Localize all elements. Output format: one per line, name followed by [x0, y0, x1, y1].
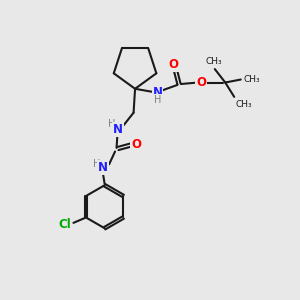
Text: O: O [196, 76, 206, 89]
Text: N: N [113, 123, 123, 136]
Text: CH₃: CH₃ [244, 75, 260, 84]
Text: H: H [93, 159, 100, 169]
Text: CH₃: CH₃ [206, 57, 222, 66]
Text: N: N [152, 86, 163, 99]
Text: H: H [108, 119, 115, 129]
Text: O: O [131, 137, 141, 151]
Text: CH₃: CH₃ [235, 100, 252, 109]
Text: N: N [98, 161, 108, 174]
Text: H: H [154, 95, 161, 105]
Text: Cl: Cl [58, 218, 71, 231]
Text: O: O [169, 58, 178, 71]
